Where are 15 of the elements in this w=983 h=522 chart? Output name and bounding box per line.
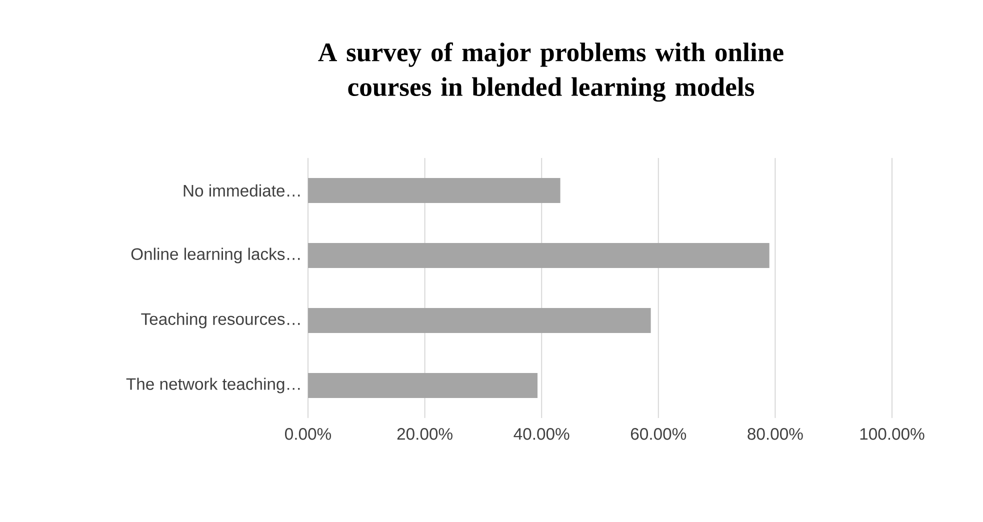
bar bbox=[308, 243, 770, 268]
y-tick-label: No immediate… bbox=[184, 184, 300, 197]
y-tick-label: The network teaching… bbox=[126, 378, 300, 394]
x-tick-label: 60.00% bbox=[630, 428, 686, 440]
bar bbox=[308, 178, 560, 204]
x-tick-label: 20.00% bbox=[397, 428, 452, 440]
y-tick-label: Teaching resources… bbox=[141, 312, 300, 328]
x-tick-label: 80.00% bbox=[748, 428, 803, 440]
y-tick-label: Online learning lacks… bbox=[131, 248, 300, 264]
x-tick-label: 100.00% bbox=[860, 428, 924, 440]
chart-title: A survey of major problems with online courses in blended learning models bbox=[318, 42, 784, 102]
bar bbox=[308, 308, 651, 334]
x-tick-label: 0.00% bbox=[285, 428, 332, 440]
bar bbox=[308, 373, 538, 398]
x-tick-label: 40.00% bbox=[514, 428, 570, 440]
